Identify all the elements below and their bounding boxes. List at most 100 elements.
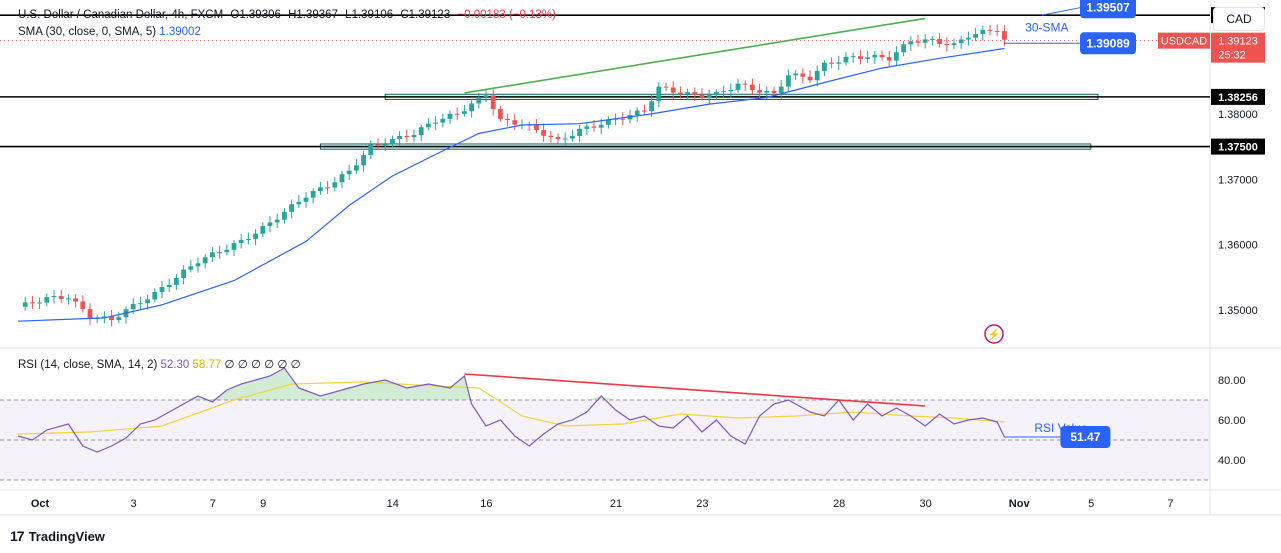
candle-body: [951, 43, 957, 46]
time-tick-label: 5: [1088, 498, 1094, 510]
candle-body: [145, 299, 150, 304]
sma-value: 1.39002: [159, 26, 201, 38]
candle-body: [829, 62, 834, 64]
candle-body: [886, 57, 892, 61]
candle-body: [966, 37, 971, 40]
tradingview-brand[interactable]: 17 TradingView: [10, 528, 105, 544]
rsi-legend[interactable]: RSI (14, close, SMA, 14, 2) 52.30 58.77 …: [18, 357, 301, 371]
candle-body: [685, 92, 690, 94]
falling-rsi-trendline: [464, 373, 926, 407]
candle-body: [836, 62, 842, 64]
candle-body: [303, 197, 309, 202]
callout-box: [1060, 426, 1111, 448]
price-tick-label: 1.36000: [1218, 240, 1258, 252]
rsi-tick-label: 40.00: [1218, 455, 1246, 467]
candle-body: [224, 249, 230, 253]
candle-body: [598, 124, 604, 128]
candle-body: [159, 287, 165, 292]
low-value: L1.39106: [345, 9, 394, 21]
candle-body: [433, 122, 438, 124]
candle-body: [267, 222, 273, 227]
candle-body: [721, 91, 726, 93]
candle-body: [800, 73, 806, 77]
rsi-tick-label: 60.00: [1218, 415, 1246, 427]
candle-body: [404, 135, 410, 138]
candle-body: [274, 219, 280, 223]
candle-body: [757, 90, 762, 93]
candle-body: [483, 95, 489, 98]
candle-body: [541, 129, 546, 136]
sma-legend[interactable]: SMA (30, close, 0, SMA, 5) 1.39002: [18, 26, 201, 38]
candle-body: [37, 302, 42, 304]
candle-body: [44, 297, 50, 303]
time-tick-label: 7: [1167, 498, 1173, 510]
rsi-line: [17, 367, 1005, 453]
currency-button[interactable]: CAD: [1213, 7, 1265, 31]
callout-label: 51.47: [1070, 430, 1100, 444]
time-tick-label: 14: [387, 498, 399, 510]
candle-body: [742, 83, 748, 85]
time-tick-label: 23: [696, 498, 708, 510]
candle-body: [822, 62, 827, 71]
candle-body: [642, 110, 647, 112]
change-value: −0.00183 (−0.13%): [457, 9, 556, 21]
candle-body: [109, 316, 114, 321]
rsi-label: RSI (14, close, SMA, 14, 2): [18, 359, 158, 371]
candle-body: [786, 75, 791, 87]
candle-body: [447, 113, 453, 119]
candle-body: [958, 39, 964, 44]
candle-body: [980, 29, 986, 35]
callout-connector: [1041, 6, 1083, 16]
candle-body: [390, 139, 395, 145]
candle-body: [58, 296, 64, 299]
candle-body: [130, 303, 136, 310]
candle-body: [202, 257, 208, 264]
candle-body: [51, 296, 57, 298]
sma-annotation-text: 30-SMA: [1025, 21, 1068, 35]
candle-body: [591, 126, 597, 128]
candle-body: [166, 284, 172, 288]
rsi-value: 52.30: [160, 359, 190, 371]
alert-icon-glyph: ⚡: [987, 328, 1001, 341]
candle-body: [584, 126, 590, 129]
close-value: C1.39123: [400, 9, 451, 21]
candle-body: [699, 94, 705, 98]
candle-body: [606, 119, 611, 125]
candle-body: [368, 144, 374, 156]
symbol-tag-label: USDCAD: [1161, 36, 1208, 48]
candle-body: [325, 187, 330, 189]
price-tag: [1211, 32, 1265, 63]
candle-body: [872, 54, 878, 58]
callout-label: 1.39089: [1086, 36, 1130, 50]
candle-body: [310, 191, 316, 198]
candle-body: [375, 144, 381, 146]
price-tick-label: 1.38000: [1218, 109, 1258, 121]
level-tag: [1211, 88, 1265, 105]
time-tick-label: 3: [131, 498, 137, 510]
candle-body: [865, 57, 870, 59]
time-tick-label: 21: [610, 498, 622, 510]
sma-line: [17, 47, 1005, 322]
candle-body: [994, 30, 1000, 32]
candle-body: [339, 174, 345, 183]
candle-body: [174, 278, 179, 285]
candle-body: [418, 127, 424, 136]
candle-body: [814, 70, 820, 81]
candle-body: [771, 90, 777, 94]
candle-body: [505, 118, 510, 121]
candle-body: [498, 109, 503, 119]
candle-body: [238, 239, 244, 244]
alert-icon: [984, 324, 1004, 344]
candle-body: [778, 86, 784, 94]
candle-body: [562, 138, 568, 140]
tradingview-logo-icon: 17: [10, 528, 25, 544]
candle-body: [678, 92, 683, 94]
candle-body: [750, 84, 755, 91]
candle-body: [462, 111, 467, 114]
candle-body: [440, 118, 446, 123]
candle-body: [469, 103, 474, 112]
candle-body: [879, 54, 885, 58]
price-tick-label: 1.35000: [1218, 305, 1258, 317]
